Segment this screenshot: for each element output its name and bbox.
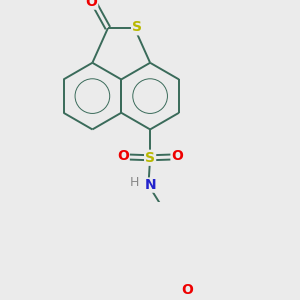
- Text: O: O: [181, 283, 193, 297]
- Text: N: N: [144, 178, 156, 192]
- Text: S: S: [132, 20, 142, 34]
- Text: O: O: [117, 149, 129, 163]
- Text: O: O: [85, 0, 97, 9]
- Text: H: H: [130, 176, 139, 189]
- Text: S: S: [145, 151, 155, 165]
- Text: O: O: [172, 149, 183, 163]
